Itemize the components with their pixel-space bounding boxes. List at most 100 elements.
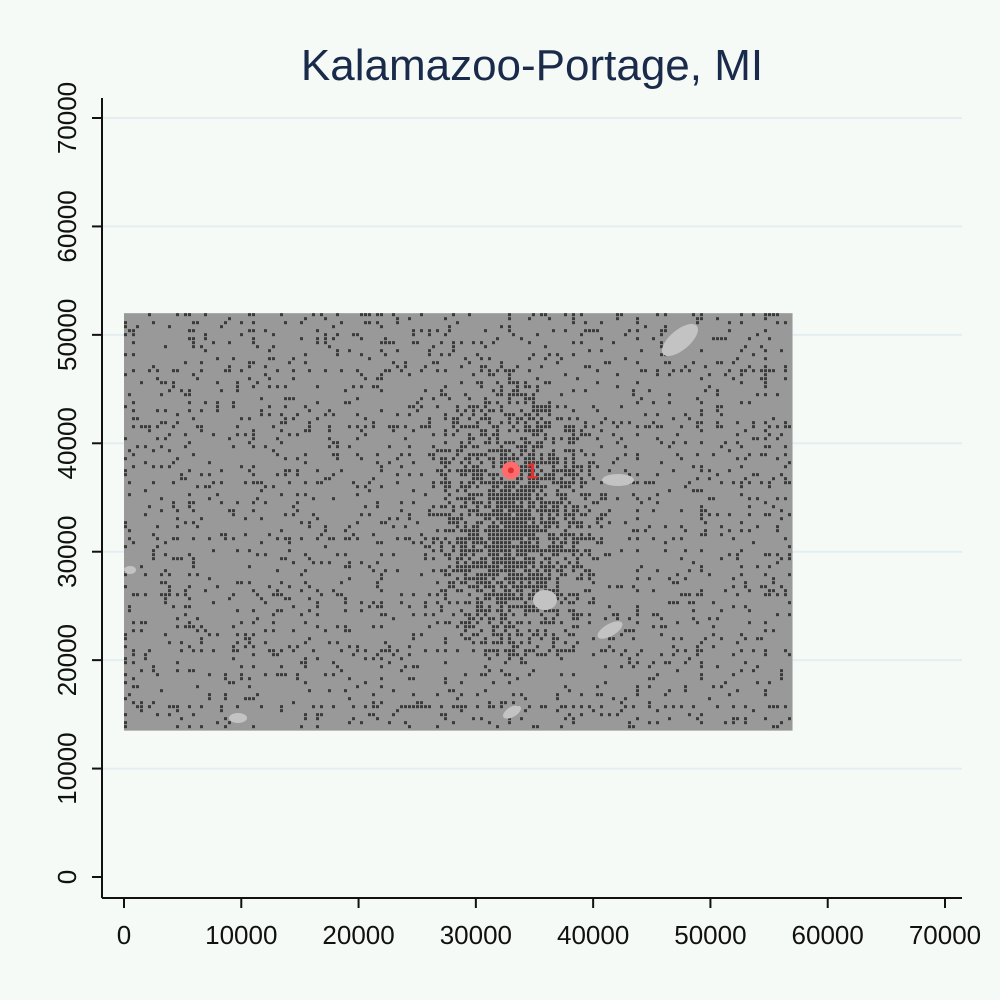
developed-cell <box>444 429 447 433</box>
developed-cell <box>528 585 531 589</box>
developed-cell <box>568 601 571 605</box>
developed-cell <box>460 537 463 541</box>
developed-cell <box>452 521 455 525</box>
developed-cell <box>456 705 459 709</box>
developed-cell <box>468 497 471 501</box>
developed-cell <box>364 425 367 429</box>
developed-cell <box>324 673 327 677</box>
developed-cell <box>484 585 487 589</box>
developed-cell <box>504 413 507 417</box>
developed-cell <box>516 509 519 513</box>
developed-cell <box>488 545 491 549</box>
developed-cell <box>664 329 667 333</box>
developed-cell <box>492 641 495 645</box>
developed-cell <box>412 405 415 409</box>
developed-cell <box>444 317 447 321</box>
developed-cell <box>332 673 335 677</box>
developed-cell <box>568 429 571 433</box>
developed-cell <box>476 493 479 497</box>
developed-cell <box>316 589 319 593</box>
developed-cell <box>568 713 571 717</box>
developed-cell <box>288 537 291 541</box>
developed-cell <box>288 585 291 589</box>
developed-cell <box>412 637 415 641</box>
developed-cell <box>460 513 463 517</box>
developed-cell <box>372 425 375 429</box>
developed-cell <box>520 497 523 501</box>
developed-cell <box>572 341 575 345</box>
developed-cell <box>192 509 195 513</box>
developed-cell <box>528 465 531 469</box>
developed-cell <box>784 477 787 481</box>
developed-cell <box>636 473 639 477</box>
developed-cell <box>480 469 483 473</box>
developed-cell <box>488 605 491 609</box>
developed-cell <box>540 469 543 473</box>
developed-cell <box>424 557 427 561</box>
developed-cell <box>520 577 523 581</box>
developed-cell <box>512 393 515 397</box>
developed-cell <box>128 329 131 333</box>
developed-cell <box>460 581 463 585</box>
developed-cell <box>160 509 163 513</box>
developed-cell <box>556 525 559 529</box>
developed-cell <box>472 409 475 413</box>
developed-cell <box>588 469 591 473</box>
developed-cell <box>240 465 243 469</box>
developed-cell <box>528 569 531 573</box>
developed-cell <box>500 465 503 469</box>
developed-cell <box>364 505 367 509</box>
developed-cell <box>632 529 635 533</box>
developed-cell <box>748 481 751 485</box>
developed-cell <box>572 541 575 545</box>
developed-cell <box>428 425 431 429</box>
developed-cell <box>420 701 423 705</box>
developed-cell <box>516 549 519 553</box>
developed-cell <box>488 513 491 517</box>
developed-cell <box>488 457 491 461</box>
developed-cell <box>544 621 547 625</box>
developed-cell <box>132 353 135 357</box>
developed-cell <box>304 621 307 625</box>
developed-cell <box>524 513 527 517</box>
developed-cell <box>476 457 479 461</box>
developed-cell <box>280 665 283 669</box>
y-tick-label-4: 40000 <box>52 407 82 479</box>
developed-cell <box>728 553 731 557</box>
developed-cell <box>604 649 607 653</box>
developed-cell <box>520 633 523 637</box>
developed-cell <box>636 425 639 429</box>
developed-cell <box>348 565 351 569</box>
developed-cell <box>572 565 575 569</box>
developed-cell <box>452 581 455 585</box>
y-tick-label-6: 60000 <box>52 190 82 262</box>
developed-cell <box>560 545 563 549</box>
developed-cell <box>784 365 787 369</box>
developed-cell <box>196 685 199 689</box>
developed-cell <box>136 417 139 421</box>
developed-cell <box>448 485 451 489</box>
developed-cell <box>596 465 599 469</box>
developed-cell <box>512 613 515 617</box>
developed-cell <box>636 577 639 581</box>
developed-cell <box>636 509 639 513</box>
developed-cell <box>536 461 539 465</box>
developed-cell <box>444 717 447 721</box>
developed-cell <box>532 557 535 561</box>
developed-cell <box>140 621 143 625</box>
developed-cell <box>764 629 767 633</box>
developed-cell <box>132 701 135 705</box>
developed-cell <box>552 637 555 641</box>
developed-cell <box>504 537 507 541</box>
developed-cell <box>508 521 511 525</box>
developed-cell <box>588 549 591 553</box>
developed-cell <box>328 409 331 413</box>
developed-cell <box>592 601 595 605</box>
developed-cell <box>692 601 695 605</box>
developed-cell <box>156 713 159 717</box>
developed-cell <box>548 513 551 517</box>
developed-cell <box>552 465 555 469</box>
developed-cell <box>360 353 363 357</box>
developed-cell <box>532 453 535 457</box>
developed-cell <box>436 405 439 409</box>
